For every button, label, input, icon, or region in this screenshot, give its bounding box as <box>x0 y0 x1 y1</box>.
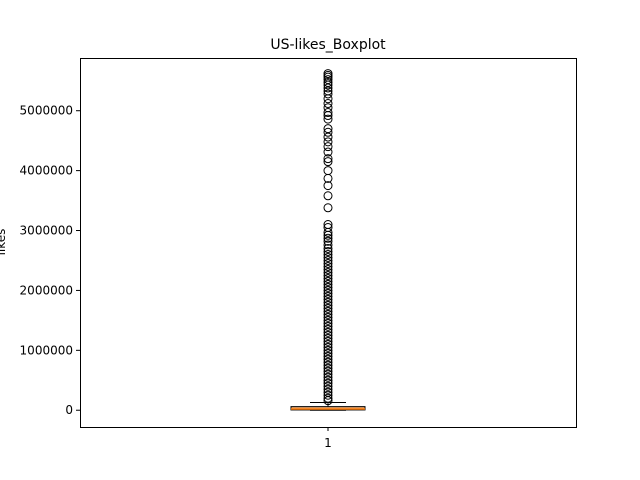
outlier-point <box>323 384 333 394</box>
outlier-point <box>323 297 333 307</box>
outlier-point <box>323 285 333 295</box>
outlier-point <box>323 203 333 213</box>
outlier-point <box>323 306 333 316</box>
outlier-point <box>323 111 333 121</box>
outlier-point <box>323 270 333 280</box>
outlier-point <box>323 261 333 271</box>
outlier-point <box>323 330 333 340</box>
outlier-point <box>323 89 333 99</box>
outlier-point <box>323 236 333 246</box>
outlier-point <box>323 324 333 334</box>
outlier-point <box>323 378 333 388</box>
outlier-point <box>323 315 333 325</box>
outlier-point <box>323 363 333 373</box>
outlier-point <box>323 83 333 93</box>
y-tick-label: 0 <box>65 403 73 417</box>
outlier-point <box>323 345 333 355</box>
outlier-point <box>323 327 333 337</box>
outlier-point <box>323 273 333 283</box>
outlier-point <box>323 267 333 277</box>
outlier-point <box>323 243 333 253</box>
outlier-point <box>323 318 333 328</box>
outlier-point <box>323 354 333 364</box>
outlier-point <box>323 154 333 164</box>
outlier-point <box>323 99 333 109</box>
outlier-point <box>323 288 333 298</box>
outlier-point <box>323 230 333 240</box>
outlier-point <box>323 393 333 403</box>
outlier-point <box>323 366 333 376</box>
y-axis-label: likes <box>0 229 8 256</box>
outlier-point <box>323 147 333 157</box>
outlier-point <box>323 157 333 167</box>
outlier-point <box>323 348 333 358</box>
outlier-point <box>323 255 333 265</box>
outlier-point <box>323 336 333 346</box>
outlier-point <box>323 114 333 124</box>
outlier-point <box>323 396 333 406</box>
chart-title: US-likes_Boxplot <box>270 37 386 53</box>
outlier-point <box>323 351 333 361</box>
outlier-point <box>323 381 333 391</box>
y-tick-label: 3000000 <box>20 224 73 238</box>
outlier-point <box>323 246 333 256</box>
outlier-point <box>323 191 333 201</box>
outlier-point <box>323 360 333 370</box>
outlier-point <box>323 309 333 319</box>
outlier-point <box>323 342 333 352</box>
outlier-point <box>323 94 333 104</box>
outlier-point <box>323 276 333 286</box>
outlier-point <box>323 132 333 142</box>
outlier-point <box>323 300 333 310</box>
outlier-point <box>323 240 333 250</box>
outlier-point <box>323 375 333 385</box>
outlier-point <box>323 312 333 322</box>
outlier-point <box>323 233 333 243</box>
outlier-point <box>323 321 333 331</box>
outlier-point <box>323 137 333 147</box>
outlier-point <box>323 333 333 343</box>
outlier-point <box>323 357 333 367</box>
outlier-point <box>323 279 333 289</box>
y-tick-label: 4000000 <box>20 164 73 178</box>
x-tick-label: 1 <box>324 436 332 450</box>
outlier-point <box>323 390 333 400</box>
outlier-point <box>323 372 333 382</box>
outlier-point <box>323 294 333 304</box>
outlier-point <box>323 339 333 349</box>
outlier-point <box>323 108 333 118</box>
outlier-point <box>323 303 333 313</box>
outlier-point <box>323 264 333 274</box>
y-tick-label: 2000000 <box>20 283 73 297</box>
y-tick-label: 5000000 <box>20 104 73 118</box>
outlier-point <box>323 142 333 152</box>
outlier-point <box>323 127 333 137</box>
outlier-point <box>323 282 333 292</box>
outlier-point <box>323 252 333 262</box>
outlier-point <box>323 369 333 379</box>
outlier-point <box>323 80 333 90</box>
y-tick-label: 1000000 <box>20 343 73 357</box>
outlier-point <box>323 291 333 301</box>
outlier-point <box>323 258 333 268</box>
outlier-point <box>323 181 333 191</box>
outlier-point <box>323 173 333 183</box>
plot-area <box>290 69 366 411</box>
outlier-point <box>323 227 333 237</box>
outlier-point <box>323 249 333 259</box>
